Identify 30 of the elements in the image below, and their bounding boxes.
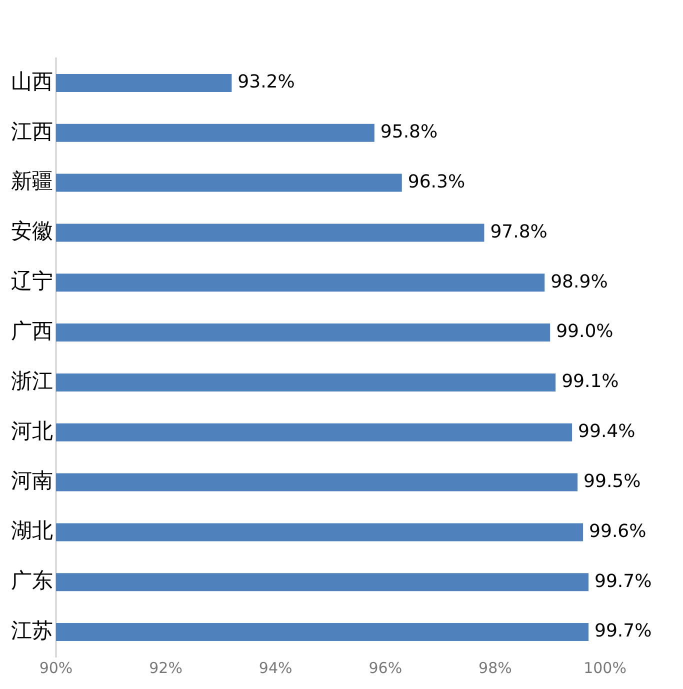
data-label: 98.9%	[550, 271, 608, 292]
y-tick-label: 广东	[11, 568, 53, 593]
data-label: 99.1%	[562, 371, 619, 392]
y-tick-label: 江苏	[11, 618, 53, 642]
x-tick-label: 100%	[584, 658, 626, 677]
x-tick-label: 94%	[258, 658, 292, 677]
y-tick-label: 江西	[11, 119, 53, 144]
y-tick-label: 新疆	[11, 169, 53, 194]
x-tick-label: 98%	[478, 658, 512, 677]
data-label: 93.2%	[238, 72, 295, 93]
y-tick-label: 广西	[11, 318, 53, 343]
data-label: 99.6%	[589, 520, 646, 542]
x-tick-label: 92%	[149, 658, 182, 677]
y-tick-label: 山西	[11, 69, 53, 94]
data-label: 96.3%	[408, 171, 466, 192]
y-tick-label: 湖北	[11, 518, 53, 543]
data-label: 99.4%	[578, 421, 636, 442]
data-label: 99.7%	[594, 620, 652, 642]
data-label: 99.0%	[556, 321, 614, 342]
data-label: 97.8%	[490, 221, 548, 242]
data-label: 99.7%	[594, 570, 652, 592]
x-tick-label: 90%	[39, 658, 73, 677]
data-label: 99.5%	[584, 470, 641, 492]
x-tick-label: 96%	[368, 658, 402, 677]
y-tick-label: 浙江	[11, 368, 53, 393]
data-label: 95.8%	[380, 122, 438, 143]
y-tick-label: 河南	[11, 468, 53, 493]
y-tick-label: 安徽	[11, 219, 53, 244]
y-tick-label: 河北	[11, 418, 53, 443]
y-tick-label: 辽宁	[11, 269, 53, 294]
